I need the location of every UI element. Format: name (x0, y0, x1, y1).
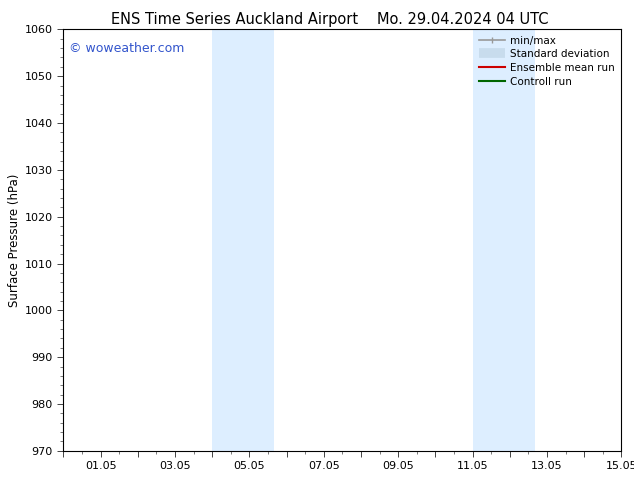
Text: © woweather.com: © woweather.com (69, 42, 184, 55)
Y-axis label: Surface Pressure (hPa): Surface Pressure (hPa) (8, 173, 21, 307)
Text: Mo. 29.04.2024 04 UTC: Mo. 29.04.2024 04 UTC (377, 12, 548, 27)
Legend: min/max, Standard deviation, Ensemble mean run, Controll run: min/max, Standard deviation, Ensemble me… (475, 31, 619, 91)
Text: ENS Time Series Auckland Airport: ENS Time Series Auckland Airport (111, 12, 358, 27)
Bar (212, 29, 275, 451)
Bar (472, 29, 534, 451)
